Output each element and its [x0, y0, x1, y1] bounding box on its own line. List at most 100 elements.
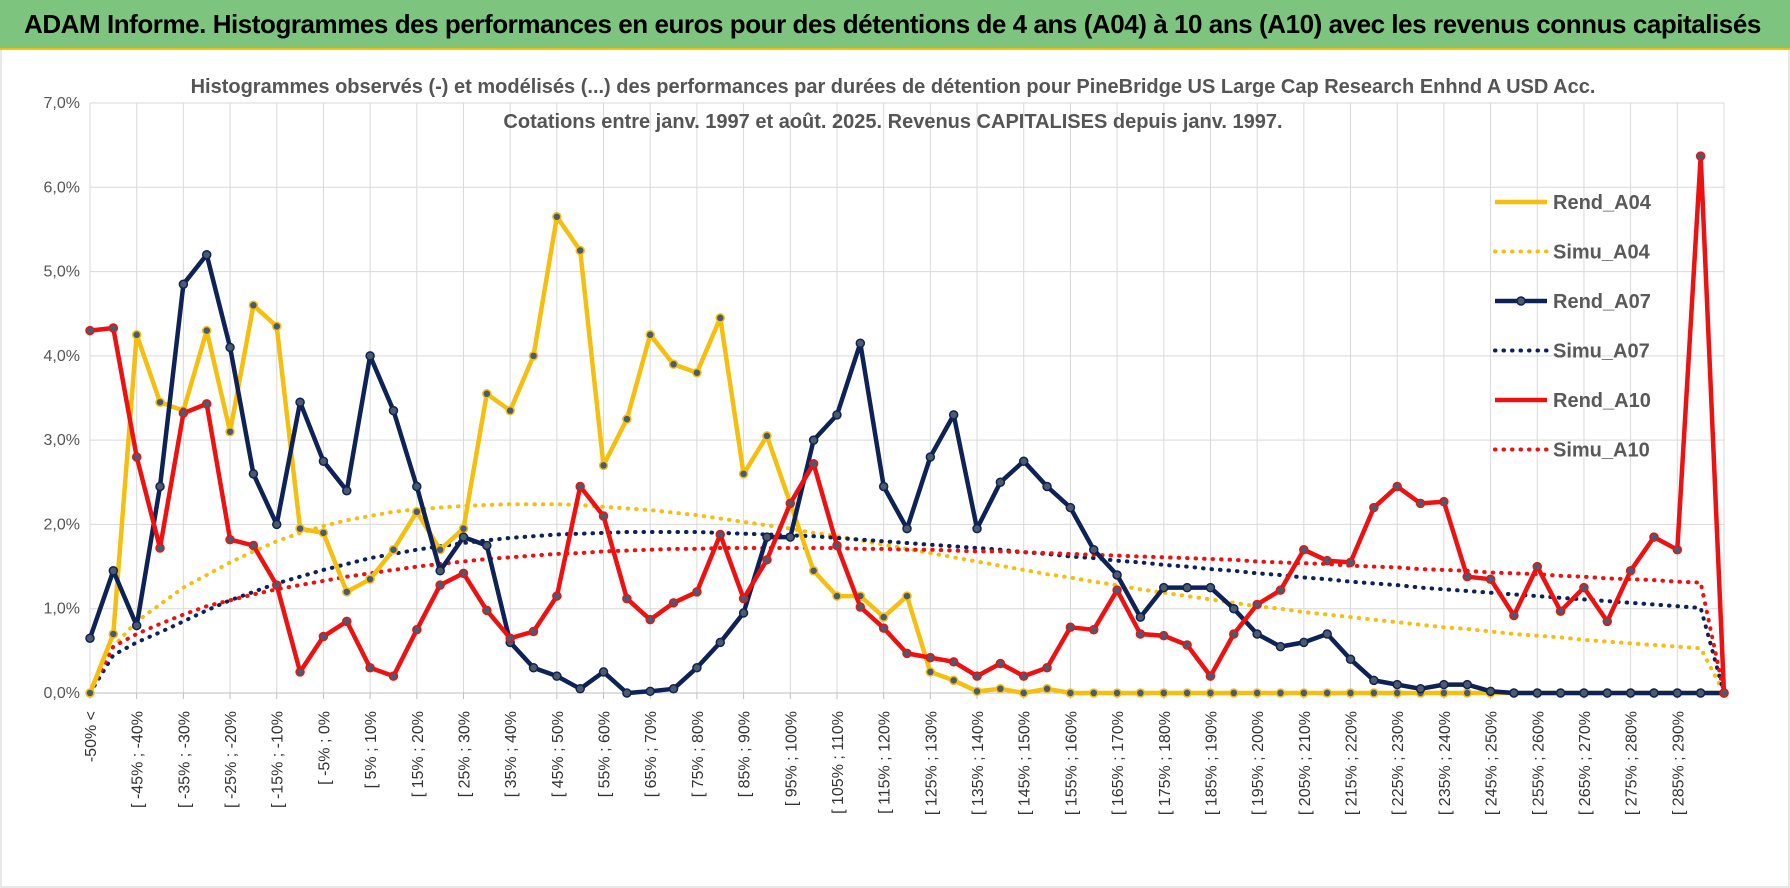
- x-tick-label: [ -5% ; 0%: [316, 711, 333, 785]
- y-tick-label: 6,0%: [44, 179, 80, 196]
- data-point: [295, 667, 305, 677]
- data-point: [1602, 616, 1613, 627]
- data-point: [1322, 629, 1332, 639]
- data-point: [1532, 561, 1543, 572]
- data-point: [1018, 456, 1029, 466]
- data-point: [832, 410, 842, 420]
- data-point: [342, 485, 352, 496]
- x-tick-label: [ 5% ; 10%: [363, 711, 380, 788]
- x-tick-label: [ -35% ; -30%: [176, 711, 193, 808]
- x-tick-label: [ 225% ; 230%: [1390, 711, 1407, 815]
- data-point: [622, 593, 632, 604]
- data-point: [1462, 688, 1472, 698]
- data-point: [878, 623, 889, 633]
- data-point: [1485, 574, 1496, 584]
- data-point: [1509, 688, 1519, 698]
- data-point: [1252, 688, 1262, 698]
- data-point: [1415, 684, 1426, 694]
- data-point: [925, 667, 936, 677]
- series-line-rend-a04: [87, 214, 1724, 696]
- data-point: [1135, 688, 1146, 698]
- data-point: [622, 414, 632, 424]
- x-tick-label: [ 285% ; 290%: [1670, 711, 1687, 815]
- data-point: [598, 511, 609, 521]
- data-point: [552, 591, 562, 601]
- x-tick-label: [ 215% ; 220%: [1344, 711, 1361, 815]
- data-point: [645, 614, 655, 625]
- data-point: [1252, 599, 1262, 610]
- data-point: [715, 313, 726, 323]
- legend-entry-simu-a10: Simu_A10: [1493, 440, 1650, 462]
- data-point: [1088, 625, 1099, 635]
- data-point: [1299, 637, 1309, 648]
- series-simu-a07: [88, 530, 1726, 695]
- x-tick-label: [ 265% ; 270%: [1577, 711, 1594, 815]
- data-point: [832, 591, 842, 601]
- data-point: [248, 469, 259, 479]
- data-point: [342, 616, 352, 627]
- data-point: [342, 587, 352, 597]
- data-point: [1322, 688, 1332, 698]
- data-point: [201, 249, 212, 260]
- data-point: [1485, 686, 1496, 697]
- data-point: [225, 534, 235, 545]
- chart-legend: Rend_A04 Simu_A04 Rend_A07 Simu_A07 Rend_A10…: [1493, 192, 1652, 462]
- x-tick-label: [ 115% ; 120%: [877, 711, 894, 814]
- data-point: [528, 351, 539, 361]
- report-banner: ADAM Informe. Histogrammes des performan…: [0, 0, 1790, 50]
- report-title: ADAM Informe. Histogrammes des performan…: [24, 9, 1761, 39]
- data-point: [1275, 688, 1286, 698]
- x-tick-label: [ 255% ; 260%: [1530, 711, 1547, 815]
- data-point: [1252, 629, 1262, 639]
- data-point: [295, 397, 305, 407]
- data-point: [1112, 570, 1122, 580]
- data-point: [692, 367, 702, 378]
- data-point: [762, 555, 772, 565]
- data-point: [1602, 688, 1613, 698]
- x-tick-label: [ 165% ; 170%: [1110, 711, 1127, 815]
- x-tick-label: [ 135% ; 140%: [970, 711, 987, 815]
- data-point: [178, 279, 189, 289]
- chart-title-line-1: Histogrammes observés (-) et modélisés (…: [191, 76, 1596, 98]
- data-point: [1369, 675, 1379, 686]
- data-point: [1159, 582, 1169, 593]
- data-point: [85, 633, 95, 643]
- data-point: [1672, 544, 1683, 555]
- data-point: [108, 323, 119, 333]
- data-point: [1182, 640, 1192, 650]
- data-point: [1555, 688, 1566, 698]
- legend-marker: [1516, 296, 1526, 306]
- data-point: [832, 540, 842, 551]
- data-point: [785, 498, 796, 509]
- data-point: [645, 686, 655, 697]
- legend-entry-rend-a07: Rend_A07: [1495, 291, 1651, 313]
- data-point: [482, 605, 492, 616]
- x-tick-label: -50% <: [83, 711, 100, 762]
- x-tick-label: [ 95% ; 100%: [783, 711, 800, 806]
- series-rend-a10: [85, 151, 1729, 698]
- data-point: [1649, 688, 1659, 698]
- data-point: [1392, 688, 1402, 698]
- x-tick-label: [ 55% ; 60%: [597, 711, 614, 797]
- data-point: [948, 675, 959, 686]
- data-point: [1369, 688, 1379, 698]
- data-point: [1275, 641, 1286, 652]
- x-tick-label: [ 245% ; 250%: [1484, 711, 1501, 815]
- data-point: [1439, 496, 1449, 507]
- data-point: [668, 684, 679, 694]
- data-point: [598, 460, 609, 471]
- data-point: [925, 652, 936, 663]
- data-point: [1439, 679, 1449, 690]
- data-point: [878, 481, 889, 492]
- data-point: [1229, 603, 1239, 614]
- x-tick-label: [ 45% ; 50%: [550, 711, 567, 797]
- data-point: [1182, 582, 1192, 593]
- data-point: [505, 405, 515, 416]
- y-tick-label: 4,0%: [44, 348, 80, 365]
- data-point: [271, 519, 282, 530]
- data-point: [902, 591, 912, 601]
- data-point: [575, 245, 585, 256]
- data-point: [365, 574, 375, 584]
- data-point: [1018, 688, 1029, 698]
- x-tick-label: [ 35% ; 40%: [503, 711, 520, 797]
